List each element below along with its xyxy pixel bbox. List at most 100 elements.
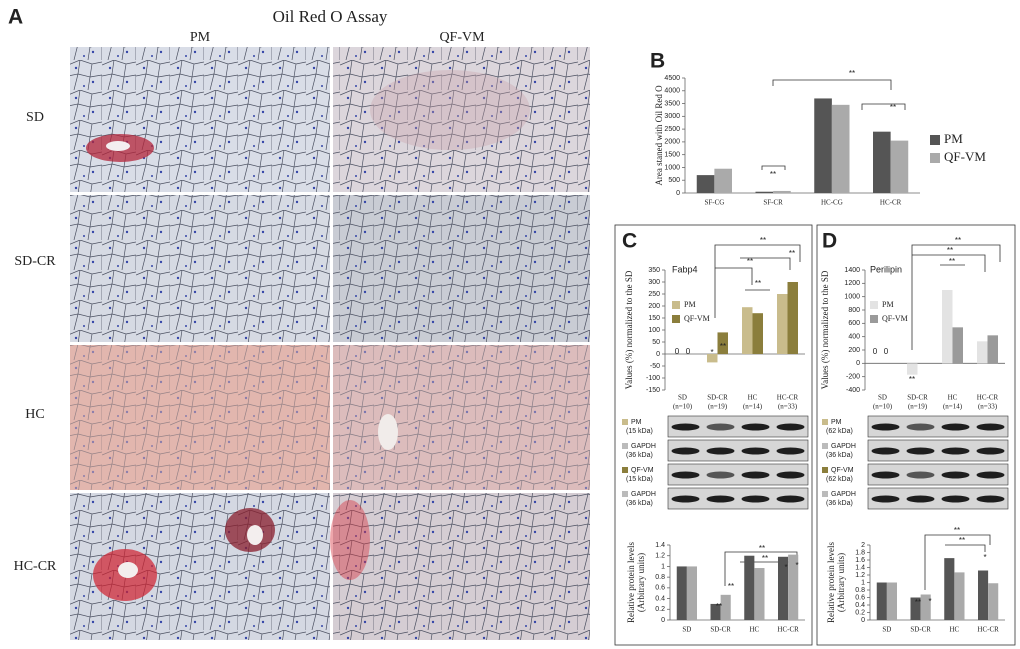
y-tick-label: 0 (856, 360, 860, 367)
blot (867, 463, 1009, 486)
blot-band (671, 495, 700, 503)
annotation: ** (716, 602, 722, 611)
annotation: ** (720, 342, 726, 351)
y-tick-label: 0 (676, 190, 680, 197)
blot-band (776, 447, 805, 455)
blot-band (976, 447, 1005, 455)
y-tick-label: 0.6 (855, 594, 865, 601)
annotation: ** (759, 544, 765, 553)
x-tick-label: HC-CR (777, 394, 799, 402)
x-tick-label: SD-CR (910, 626, 931, 634)
bar (696, 175, 715, 193)
x-tick-note: (n=19) (908, 403, 928, 411)
bar (920, 594, 931, 620)
bar (777, 294, 788, 354)
bar (710, 603, 721, 620)
row-label: HC-CR (14, 559, 57, 574)
blot-band (671, 423, 700, 431)
bar (977, 341, 988, 364)
blot-band (776, 423, 805, 431)
bar (831, 104, 850, 193)
y-tick-label: -150 (646, 387, 660, 394)
micrographs (70, 47, 590, 640)
blot-band (741, 447, 770, 455)
y-tick-label: 0.2 (855, 609, 865, 616)
y-tick-label: 3000 (664, 113, 680, 120)
blot-band (741, 423, 770, 431)
blot-label: PM (831, 419, 842, 426)
x-tick-note: (n=33) (778, 403, 798, 411)
legend-label: QF-VM (882, 314, 908, 323)
blot (667, 439, 809, 462)
blot-band (941, 447, 970, 455)
bar (907, 363, 918, 375)
blot-swatch (622, 467, 628, 473)
annotation: 0 (884, 347, 889, 356)
y-tick-label: 1 (661, 563, 665, 570)
bar (778, 556, 789, 620)
blot-band (706, 447, 735, 455)
y-tick-label: 0.4 (855, 602, 865, 609)
blot-band (941, 471, 970, 479)
y-tick-label: 100 (648, 327, 660, 334)
panel-label: D (822, 230, 837, 253)
annotation: ** (947, 246, 953, 255)
y-tick-label: 0.4 (655, 595, 665, 602)
blot-size: (62 kDa) (826, 428, 853, 435)
y-tick-label: 400 (848, 334, 860, 341)
x-tick-label: HC-CR (880, 199, 902, 207)
annotation: ** (849, 69, 855, 78)
blot-size: (36 kDa) (626, 452, 653, 459)
y-tick-label: 1400 (844, 267, 860, 274)
bar (707, 354, 718, 363)
column-label: QF-VM (439, 30, 485, 45)
y-tick-label: 0.6 (655, 585, 665, 592)
blot-band (741, 495, 770, 503)
bar (876, 582, 887, 620)
blot-band (976, 495, 1005, 503)
blot-size: (62 kDa) (826, 476, 853, 483)
x-tick-note: (n=14) (943, 403, 963, 411)
blot (667, 463, 809, 486)
legend-swatch (672, 301, 680, 309)
x-tick-note: (n=10) (873, 403, 893, 411)
y-tick-label: 4500 (664, 75, 680, 82)
blot-band (776, 495, 805, 503)
y-axis-label: Relative protein levels (626, 542, 636, 623)
x-tick-label: HC-CR (977, 394, 999, 402)
annotation: * (795, 561, 798, 570)
blot-swatch (822, 419, 828, 425)
y-tick-label: 1.6 (855, 557, 865, 564)
row-label: HC (25, 407, 44, 422)
y-tick-label: 0 (661, 617, 665, 624)
blot-band (871, 423, 900, 431)
annotation: * (784, 563, 787, 572)
annotation: ** (755, 279, 761, 288)
blot-swatch (622, 443, 628, 449)
x-tick-label: HC (748, 394, 758, 402)
y-tick-label: 2500 (664, 126, 680, 133)
y-tick-label: 2 (861, 542, 865, 549)
annotation: ** (890, 103, 896, 112)
x-tick-label: SD (678, 394, 687, 402)
blot-size: (36 kDa) (626, 500, 653, 507)
y-tick-label: 350 (648, 267, 660, 274)
x-tick-label: SD-CR (710, 626, 731, 634)
legend-swatch (870, 301, 878, 309)
blot-band (706, 423, 735, 431)
bar (814, 98, 832, 193)
annotation: ** (949, 257, 955, 266)
y-axis-label: Area staned with Oil Red O (654, 85, 664, 186)
y-tick-label: -200 (846, 374, 860, 381)
annotation: ** (955, 236, 961, 245)
x-tick-note: (n=10) (673, 403, 693, 411)
bar (978, 570, 989, 620)
y-tick-label: 200 (848, 347, 860, 354)
bar (873, 131, 891, 193)
bar (752, 313, 763, 354)
legend-swatch (870, 315, 878, 323)
y-tick-label: 4000 (664, 88, 680, 95)
y-tick-label: 600 (848, 320, 860, 327)
x-tick-label: SF-CR (763, 199, 783, 207)
